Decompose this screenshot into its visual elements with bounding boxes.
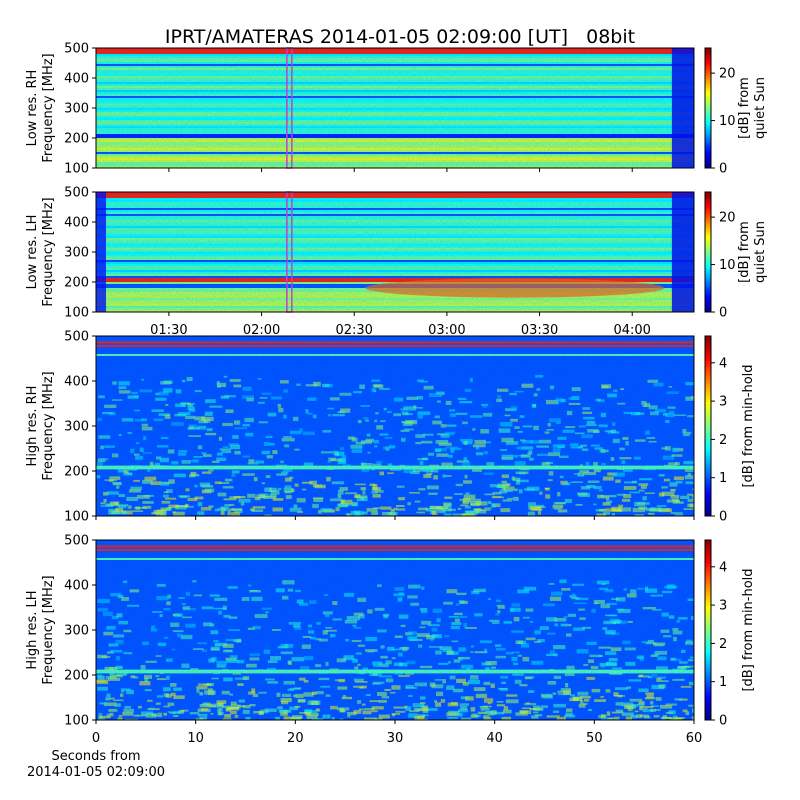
y-axis-label: Frequency [MHz] <box>41 371 56 480</box>
texture <box>693 425 694 430</box>
colorbar-tick-label: 20 <box>719 67 736 82</box>
x-tick-label: 20 <box>287 731 304 746</box>
colorbar-tick-label: 0 <box>719 306 727 321</box>
colorbar-label: quiet Sun <box>753 77 768 139</box>
y-tick-label: 500 <box>64 330 89 345</box>
y-tick-label: 100 <box>64 714 89 729</box>
y-axis-label: Low res. RH <box>25 70 40 147</box>
x-axis-label: Seconds from <box>51 749 140 764</box>
y-axis-label: High res. LH <box>25 590 40 669</box>
y-tick-label: 400 <box>64 72 89 87</box>
colorbar <box>704 191 712 313</box>
y-tick-label: 300 <box>64 246 89 261</box>
y-tick-label: 500 <box>64 534 89 549</box>
y-tick-label: 200 <box>64 276 89 291</box>
colorbar-tick-label: 4 <box>719 560 727 575</box>
colorbar-tick-label: 3 <box>719 599 727 614</box>
y-axis-label: High res. RH <box>25 386 40 467</box>
colorbar <box>704 47 712 169</box>
colorbar-label: [dB] from <box>737 221 752 283</box>
colorbar <box>704 539 712 721</box>
y-tick-label: 200 <box>64 669 89 684</box>
y-axis-label: Frequency [MHz] <box>41 53 56 162</box>
texture <box>693 504 694 509</box>
grain <box>96 540 694 720</box>
colorbar-tick-label: 0 <box>719 714 727 729</box>
y-tick-label: 100 <box>64 162 89 177</box>
x-tick-label: 30 <box>387 731 404 746</box>
x-axis-label: 2014-01-05 02:09:00 <box>27 765 165 780</box>
x-tick-label: 01:30 <box>150 323 187 338</box>
y-axis-label: Frequency [MHz] <box>41 575 56 684</box>
grain <box>96 336 694 516</box>
y-tick-label: 500 <box>64 186 89 201</box>
texture <box>693 710 694 713</box>
y-tick-label: 400 <box>64 579 89 594</box>
colorbar-tick-label: 0 <box>719 162 727 177</box>
chart-title: IPRT/AMATERAS 2014-01-05 02:09:00 [UT] 0… <box>165 26 635 48</box>
spectrogram: 100 200 300 400 500 High res. RH Frequency [MH… <box>25 330 756 525</box>
colorbar-tick-label: 10 <box>719 114 736 129</box>
spectrogram-image <box>96 540 694 720</box>
colorbar <box>704 335 712 517</box>
y-tick-label: 300 <box>64 420 89 435</box>
colorbar-tick-label: 3 <box>719 395 727 410</box>
texture <box>693 459 694 463</box>
spectrogram-image <box>96 336 694 516</box>
grain <box>96 48 694 168</box>
y-tick-label: 100 <box>64 510 89 525</box>
y-tick-label: 200 <box>64 132 89 147</box>
y-axis-label: Low res. LH <box>25 215 40 290</box>
colorbar-tick-label: 4 <box>719 356 727 371</box>
x-tick-label: 0 <box>92 731 100 746</box>
y-tick-label: 400 <box>64 216 89 231</box>
colorbar-label: [dB] from <box>737 77 752 139</box>
colorbar-label: quiet Sun <box>753 221 768 283</box>
colorbar-tick-label: 20 <box>719 211 736 226</box>
x-tick-label: 50 <box>586 731 603 746</box>
spectrogram-image <box>96 48 694 168</box>
colorbar-label: [dB] from min-hold <box>741 568 756 691</box>
x-tick-label: 60 <box>686 731 703 746</box>
y-tick-label: 300 <box>64 624 89 639</box>
y-tick-label: 500 <box>64 42 89 57</box>
x-tick-label: 02:00 <box>243 323 280 338</box>
colorbar-tick-label: 1 <box>719 471 727 486</box>
y-axis-label: Frequency [MHz] <box>41 197 56 306</box>
x-tick-label: 04:00 <box>613 323 650 338</box>
y-tick-label: 200 <box>64 465 89 480</box>
y-tick-label: 400 <box>64 375 89 390</box>
colorbar-tick-label: 0 <box>719 510 727 525</box>
x-tick-label: 02:30 <box>335 323 372 338</box>
x-tick-label: 03:30 <box>521 323 558 338</box>
colorbar-tick-label: 10 <box>719 258 736 273</box>
grain <box>96 192 694 312</box>
y-tick-label: 100 <box>64 306 89 321</box>
colorbar-tick-label: 2 <box>719 637 727 652</box>
x-tick-label: 10 <box>187 731 204 746</box>
colorbar-label: [dB] from min-hold <box>741 364 756 487</box>
colorbar-tick-label: 1 <box>719 675 727 690</box>
colorbar-tick-label: 2 <box>719 433 727 448</box>
x-tick-label: 03:00 <box>428 323 465 338</box>
spectrogram-image <box>96 192 694 312</box>
x-tick-label: 40 <box>486 731 503 746</box>
y-tick-label: 300 <box>64 102 89 117</box>
